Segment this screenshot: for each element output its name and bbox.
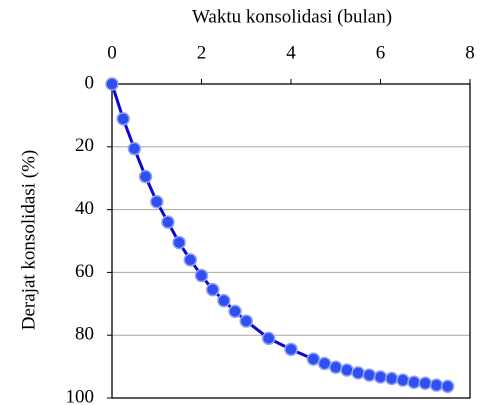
data-point <box>239 314 253 328</box>
data-point <box>138 169 153 184</box>
x-tick-label: 2 <box>197 42 207 63</box>
data-point <box>172 235 186 250</box>
x-axis-label: Waktu konsolidasi (bulan) <box>192 6 392 27</box>
data-point <box>284 342 298 357</box>
data-point <box>384 371 399 386</box>
data-point <box>150 195 164 209</box>
series-line <box>110 83 448 388</box>
data-point <box>340 363 354 377</box>
data-point <box>407 375 421 390</box>
x-tick-label: 4 <box>286 42 296 63</box>
data-point <box>183 253 198 267</box>
data-point <box>317 356 332 371</box>
data-point <box>306 352 321 366</box>
y-tick-label: 20 <box>75 135 94 156</box>
data-point <box>329 360 343 374</box>
data-point <box>351 366 365 380</box>
data-point <box>373 370 388 384</box>
y-tick-label: 100 <box>66 386 95 405</box>
data-point <box>440 379 455 394</box>
data-point <box>116 112 130 126</box>
x-tick-label: 6 <box>376 42 386 63</box>
x-tick-label: 0 <box>107 42 117 63</box>
y-tick-label: 0 <box>85 72 95 93</box>
data-point <box>429 378 444 392</box>
data-point <box>228 304 242 319</box>
data-point <box>105 77 119 91</box>
data-point <box>261 331 276 346</box>
data-point <box>217 293 231 308</box>
data-point <box>127 141 142 156</box>
data-point <box>194 268 209 283</box>
data-point <box>418 376 432 390</box>
y-tick-label: 60 <box>75 261 94 282</box>
y-tick-label: 40 <box>75 198 94 219</box>
data-point <box>362 368 377 382</box>
data-point <box>161 215 175 229</box>
y-tick-label: 80 <box>75 324 94 345</box>
x-tick-label: 8 <box>465 42 475 63</box>
plot-frame <box>111 83 471 399</box>
data-point <box>205 282 220 297</box>
y-axis-label: Derajat konsolidasi (%) <box>18 150 39 330</box>
data-point <box>396 373 410 387</box>
